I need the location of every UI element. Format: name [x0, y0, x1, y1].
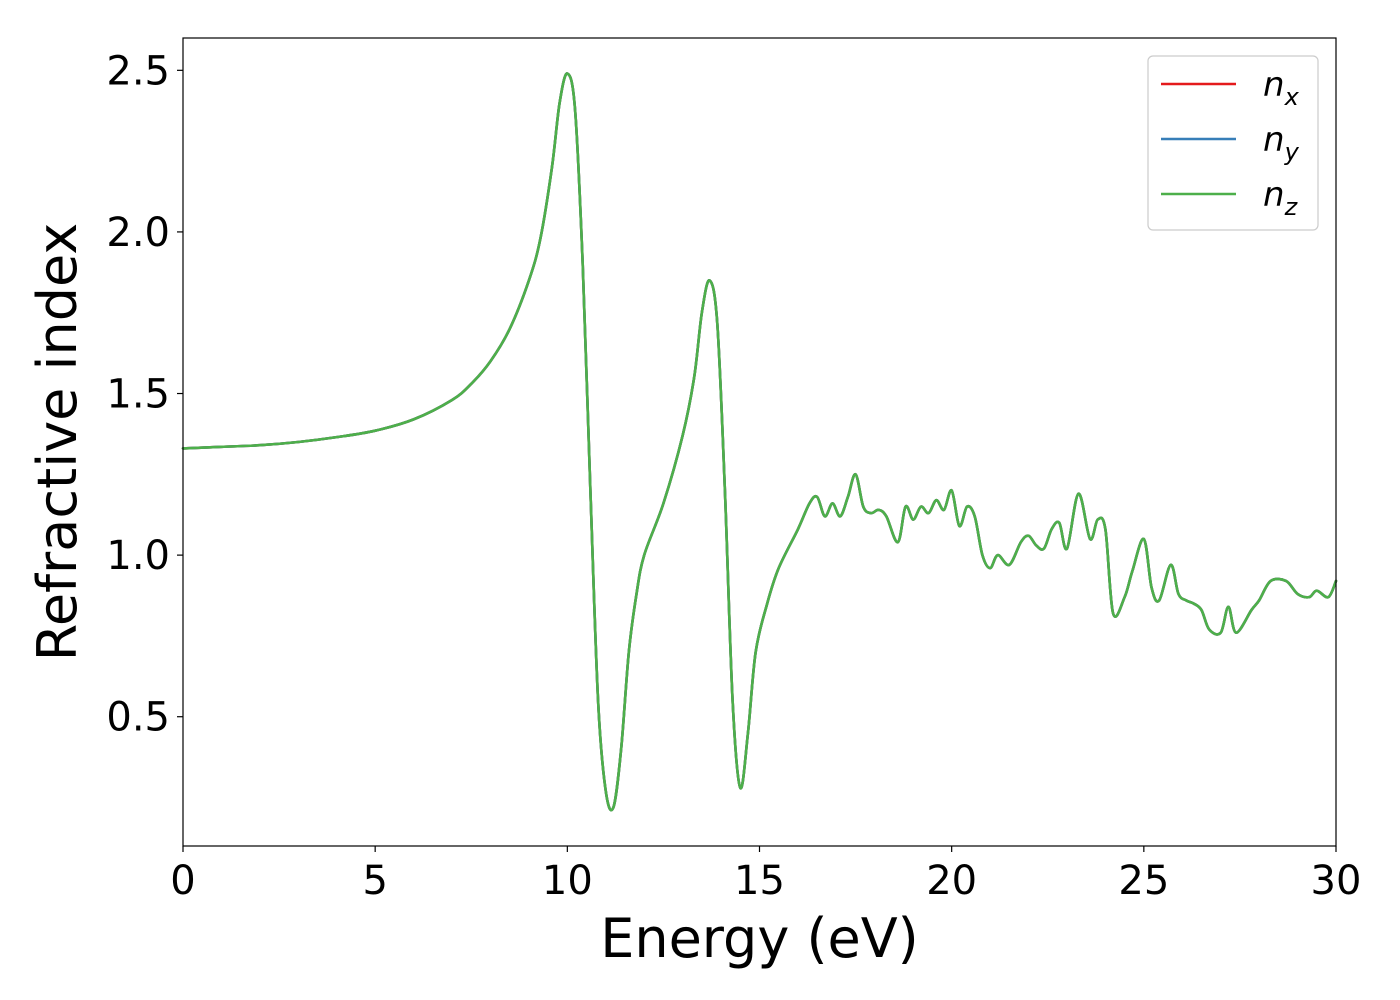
legend-box	[1147, 55, 1319, 231]
y-axis: 0.5 1.0 1.5 2.0 2.5	[106, 48, 183, 741]
y-tick-label: 1.5	[106, 372, 170, 418]
legend-label-nx: nx	[1263, 65, 1300, 111]
x-tick-label: 15	[734, 858, 785, 904]
x-tick-label: 5	[362, 858, 387, 904]
legend-label-nz: nz	[1263, 175, 1299, 221]
series-line-nz	[181, 72, 1338, 812]
series-layer	[181, 72, 1338, 812]
plot-area	[183, 38, 1336, 846]
y-axis-label: Refractive index	[26, 223, 89, 662]
x-tick-label: 25	[1118, 858, 1169, 904]
y-tick-label: 0.5	[106, 695, 170, 741]
x-tick-label: 10	[542, 858, 593, 904]
x-axis-label: Energy (eV)	[600, 907, 919, 970]
x-tick-label: 30	[1311, 858, 1362, 904]
y-tick-label: 2.0	[106, 210, 170, 256]
x-tick-label: 0	[170, 858, 195, 904]
x-tick-label: 20	[926, 858, 977, 904]
x-axis: 0 5 10 15 20 25 30	[170, 846, 1361, 904]
legend-label-ny: ny	[1263, 120, 1300, 166]
y-tick-label: 1.0	[106, 533, 170, 579]
y-tick-label: 2.5	[106, 48, 170, 94]
legend: nx ny nz	[1147, 55, 1319, 231]
